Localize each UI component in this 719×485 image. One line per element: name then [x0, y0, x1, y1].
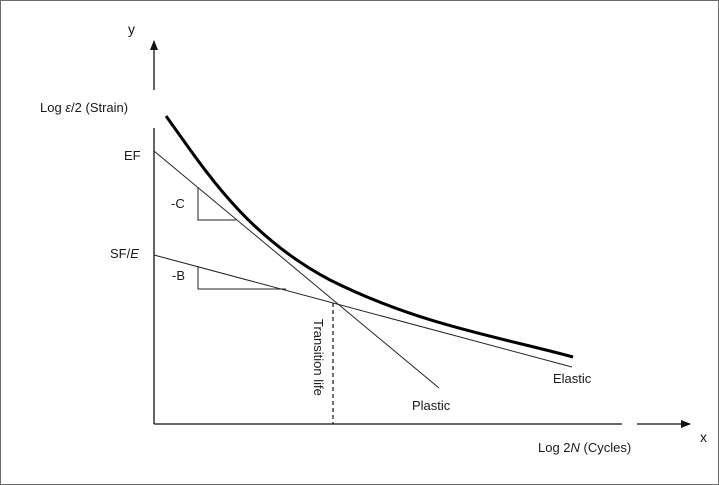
plastic-line — [153, 150, 440, 389]
plastic-line-label: Plastic — [412, 398, 451, 413]
y-axis-letter: y — [128, 21, 135, 37]
x-axis-letter: x — [700, 429, 707, 445]
plastic-slope-triangle — [197, 187, 236, 221]
total-strain-curve — [164, 115, 574, 359]
plastic-slope-label: -C — [171, 196, 185, 211]
x-axis-label: Log 2N (Cycles) — [538, 440, 631, 455]
sf-label: SF/E — [110, 246, 139, 261]
elastic-slope-label: -B — [172, 268, 185, 283]
y-axis-label: Log ε/2 (Strain) — [40, 100, 128, 115]
elastic-line-label: Elastic — [553, 371, 592, 386]
ef-label: EF — [124, 148, 141, 163]
elastic-slope-triangle — [197, 266, 286, 290]
elastic-line — [153, 254, 573, 368]
transition-life-label: Transition life — [311, 319, 326, 396]
